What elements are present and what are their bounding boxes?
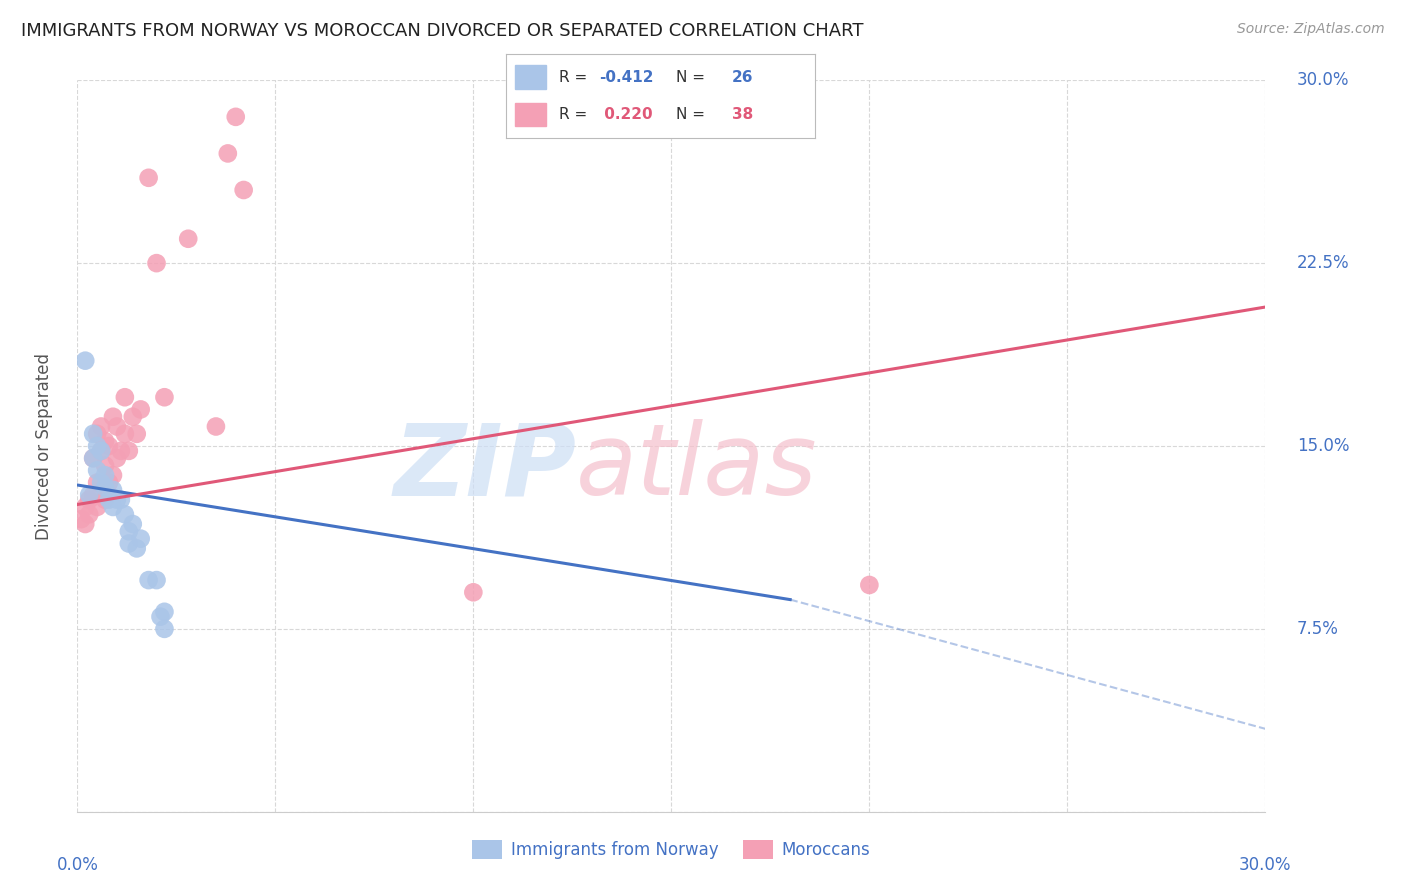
Text: Divorced or Separated: Divorced or Separated bbox=[35, 352, 53, 540]
Point bbox=[98, 475, 121, 490]
Point bbox=[217, 146, 239, 161]
Point bbox=[118, 524, 141, 539]
Text: 30.0%: 30.0% bbox=[1239, 855, 1292, 873]
Point bbox=[86, 463, 108, 477]
Text: R =: R = bbox=[558, 70, 592, 85]
Point bbox=[177, 232, 200, 246]
Point bbox=[101, 409, 124, 424]
Text: 7.5%: 7.5% bbox=[1298, 620, 1339, 638]
Text: IMMIGRANTS FROM NORWAY VS MOROCCAN DIVORCED OR SEPARATED CORRELATION CHART: IMMIGRANTS FROM NORWAY VS MOROCCAN DIVOR… bbox=[21, 22, 863, 40]
Point bbox=[138, 170, 160, 185]
Point bbox=[105, 492, 128, 507]
Text: Source: ZipAtlas.com: Source: ZipAtlas.com bbox=[1237, 22, 1385, 37]
Text: 22.5%: 22.5% bbox=[1298, 254, 1350, 272]
Point bbox=[125, 541, 148, 556]
Point bbox=[110, 443, 132, 458]
Point bbox=[98, 492, 121, 507]
Point bbox=[114, 508, 136, 522]
Point bbox=[205, 419, 228, 434]
Text: 38: 38 bbox=[733, 107, 754, 122]
Point bbox=[118, 536, 141, 550]
Point bbox=[82, 451, 104, 466]
Point bbox=[463, 585, 485, 599]
Point bbox=[82, 488, 104, 502]
Text: ZIP: ZIP bbox=[394, 419, 576, 516]
Legend: Immigrants from Norway, Moroccans: Immigrants from Norway, Moroccans bbox=[465, 833, 877, 865]
Point bbox=[145, 573, 167, 587]
Point bbox=[86, 439, 108, 453]
Point bbox=[94, 434, 117, 449]
Point bbox=[145, 256, 167, 270]
Point bbox=[90, 419, 112, 434]
Bar bbox=[516, 103, 547, 127]
Text: N =: N = bbox=[676, 107, 710, 122]
Point bbox=[105, 419, 128, 434]
Point bbox=[153, 605, 176, 619]
Point bbox=[101, 500, 124, 514]
Point bbox=[858, 578, 880, 592]
Text: N =: N = bbox=[676, 70, 710, 85]
Text: 26: 26 bbox=[733, 70, 754, 85]
Point bbox=[82, 426, 104, 441]
Point bbox=[101, 483, 124, 497]
Text: 0.220: 0.220 bbox=[599, 107, 652, 122]
Text: 15.0%: 15.0% bbox=[1298, 437, 1350, 455]
Text: 30.0%: 30.0% bbox=[1298, 71, 1350, 89]
Bar bbox=[516, 65, 547, 89]
Point bbox=[129, 532, 152, 546]
Point bbox=[138, 573, 160, 587]
Point bbox=[149, 609, 172, 624]
Point bbox=[225, 110, 247, 124]
Text: atlas: atlas bbox=[576, 419, 818, 516]
Text: 0.0%: 0.0% bbox=[56, 855, 98, 873]
Point bbox=[101, 468, 124, 483]
Point bbox=[82, 451, 104, 466]
Point bbox=[114, 390, 136, 404]
Point bbox=[153, 622, 176, 636]
Point bbox=[90, 443, 112, 458]
Point bbox=[114, 426, 136, 441]
Point bbox=[75, 353, 97, 368]
Point bbox=[90, 443, 112, 458]
Point bbox=[86, 475, 108, 490]
Point bbox=[118, 443, 141, 458]
Point bbox=[153, 390, 176, 404]
Point bbox=[90, 475, 112, 490]
Point bbox=[86, 426, 108, 441]
Point bbox=[232, 183, 254, 197]
Point bbox=[86, 500, 108, 514]
Point bbox=[121, 516, 143, 531]
Point bbox=[94, 492, 117, 507]
Point bbox=[75, 500, 97, 514]
Text: R =: R = bbox=[558, 107, 592, 122]
Text: -0.412: -0.412 bbox=[599, 70, 654, 85]
Point bbox=[70, 512, 93, 526]
Point bbox=[125, 426, 148, 441]
Point bbox=[75, 516, 97, 531]
Point bbox=[94, 480, 117, 494]
Point bbox=[121, 409, 143, 424]
Point bbox=[94, 468, 117, 483]
Point bbox=[77, 508, 100, 522]
Point bbox=[105, 451, 128, 466]
Point bbox=[94, 458, 117, 473]
Point bbox=[98, 439, 121, 453]
Point bbox=[77, 492, 100, 507]
Point bbox=[77, 488, 100, 502]
Point bbox=[129, 402, 152, 417]
Point bbox=[110, 492, 132, 507]
